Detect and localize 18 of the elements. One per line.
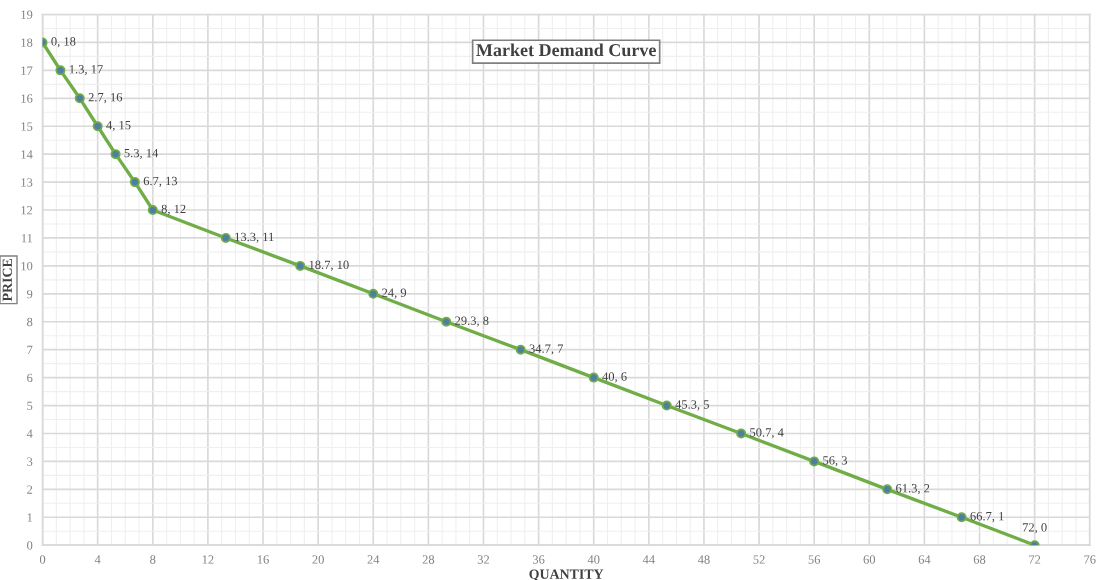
point	[74, 93, 85, 104]
point	[220, 232, 231, 243]
point	[956, 512, 967, 523]
point	[809, 456, 820, 467]
point	[129, 177, 140, 188]
point	[295, 260, 306, 271]
text: Market Demand Curve	[476, 43, 656, 57]
point	[441, 316, 452, 327]
point	[92, 121, 103, 132]
point	[882, 484, 893, 495]
point	[661, 400, 672, 411]
point	[588, 372, 599, 383]
point	[368, 288, 379, 299]
point	[110, 149, 121, 160]
point	[736, 428, 747, 439]
point	[515, 344, 526, 355]
point	[147, 205, 158, 216]
point	[55, 65, 66, 76]
